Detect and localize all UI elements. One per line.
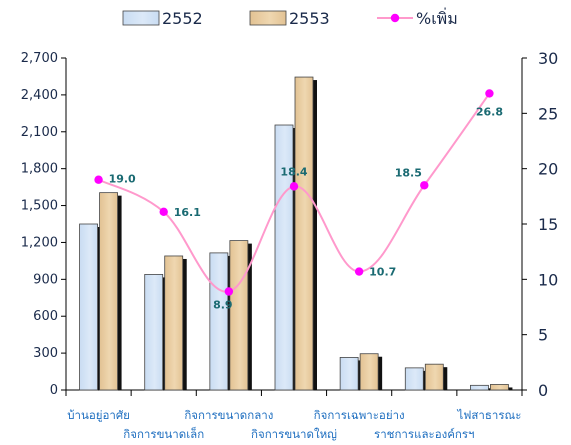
left-axis-tick-label: 1,200: [21, 235, 58, 250]
right-axis-tick-label: 15: [538, 215, 558, 234]
data-label: 19.0: [109, 173, 136, 186]
data-label: 16.1: [174, 206, 201, 219]
bar-2553: [294, 76, 314, 391]
bar-2553: [99, 192, 118, 391]
data-label: 10.7: [369, 266, 396, 279]
left-axis-tick-label: 2,400: [21, 88, 58, 103]
bar-2552: [79, 223, 98, 391]
legend-swatch: [249, 10, 287, 26]
left-axis-tick-label: 600: [33, 309, 58, 324]
bar-2552: [274, 124, 294, 391]
left-axis-tick-label: 300: [33, 346, 58, 361]
pct-increase-marker: [224, 287, 234, 296]
pct-increase-marker: [485, 89, 494, 98]
pct-increase-marker: [289, 182, 299, 191]
left-axis-tick-label: 1,800: [21, 162, 58, 177]
x-category-label: กิจการขนาดกลาง: [184, 408, 273, 422]
x-category-label: บ้านอยู่อาศัย: [67, 408, 130, 422]
x-category-label: ราชการและองค์กรฯ: [374, 427, 475, 441]
left-axis-tick-label: 2,700: [21, 51, 58, 66]
data-label: 8.9: [213, 299, 233, 312]
data-label: 18.5: [395, 166, 422, 179]
right-axis-tick-label: 30: [538, 49, 558, 68]
labels-layer: 03006009001,2001,5001,8002,1002,4002,700…: [21, 49, 559, 441]
legend-swatch: [122, 10, 160, 26]
legend: 2552 2553 %เพิ่ม: [122, 7, 458, 28]
x-category-label: กิจการขนาดเล็ก: [123, 426, 204, 441]
right-axis-tick-label: 5: [538, 326, 548, 345]
legend-marker: [390, 13, 400, 23]
pct-increase-marker: [420, 181, 429, 190]
bar-2553: [164, 255, 184, 391]
bar-2553: [490, 384, 509, 391]
right-axis-tick-label: 25: [538, 104, 558, 123]
left-axis-tick-label: 1,500: [21, 199, 58, 214]
legend-label: 2553: [289, 9, 330, 28]
x-category-label: กิจการขนาดใหญ่: [251, 427, 337, 441]
data-label: 26.8: [476, 105, 503, 118]
left-axis-tick-label: 2,100: [21, 125, 58, 140]
bar-2553: [229, 240, 249, 391]
line-layer: [94, 89, 494, 296]
pct-increase-marker: [159, 207, 168, 217]
legend-label: 2552: [162, 9, 203, 28]
x-category-label: ไฟสาธารณะ: [456, 408, 521, 422]
pct-increase-marker: [354, 267, 364, 276]
pct-increase-marker: [94, 175, 103, 184]
bar-2553: [359, 353, 379, 391]
right-axis-tick-label: 0: [538, 381, 548, 400]
bars-layer: [79, 76, 513, 391]
left-axis-tick-label: 900: [33, 272, 58, 287]
left-axis-tick-label: 0: [50, 383, 58, 398]
right-axis-tick-label: 10: [538, 270, 558, 289]
data-label: 18.4: [280, 165, 307, 178]
bar-2552: [144, 274, 164, 391]
bar-2552: [404, 367, 424, 391]
bar-2552: [339, 357, 359, 391]
x-category-label: กิจการเฉพาะอย่าง: [314, 408, 405, 422]
legend-label: %เพิ่ม: [416, 7, 458, 28]
bar-2552: [209, 252, 229, 391]
bar-2552: [470, 384, 489, 391]
bar-2553: [424, 363, 444, 391]
right-axis-tick-label: 20: [538, 160, 558, 179]
